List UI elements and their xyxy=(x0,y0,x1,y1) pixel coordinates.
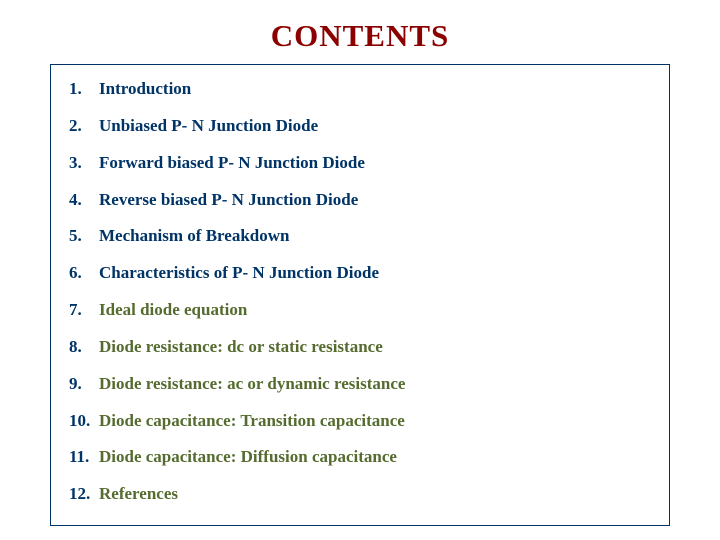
list-item: 10.Diode capacitance: Transition capacit… xyxy=(69,411,651,431)
item-text: Unbiased P- N Junction Diode xyxy=(99,116,318,136)
item-number: 1. xyxy=(69,79,99,99)
item-text: Diode capacitance: Transition capacitanc… xyxy=(99,411,405,431)
item-text: Reverse biased P- N Junction Diode xyxy=(99,190,358,210)
item-number: 12. xyxy=(69,484,99,504)
contents-box: 1.Introduction 2.Unbiased P- N Junction … xyxy=(50,64,670,526)
list-item: 6.Characteristics of P- N Junction Diode xyxy=(69,263,651,283)
item-number: 6. xyxy=(69,263,99,283)
item-text: References xyxy=(99,484,178,504)
item-number: 4. xyxy=(69,190,99,210)
item-number: 8. xyxy=(69,337,99,357)
item-number: 10. xyxy=(69,411,99,431)
item-text: Introduction xyxy=(99,79,191,99)
item-number: 7. xyxy=(69,300,99,320)
item-text: Forward biased P- N Junction Diode xyxy=(99,153,365,173)
list-item: 12.References xyxy=(69,484,651,504)
item-text: Characteristics of P- N Junction Diode xyxy=(99,263,379,283)
list-item: 5.Mechanism of Breakdown xyxy=(69,226,651,246)
item-text: Diode resistance: ac or dynamic resistan… xyxy=(99,374,405,394)
list-item: 7. Ideal diode equation xyxy=(69,300,651,320)
list-item: 11.Diode capacitance: Diffusion capacita… xyxy=(69,447,651,467)
list-item: 2.Unbiased P- N Junction Diode xyxy=(69,116,651,136)
slide: CONTENTS 1.Introduction 2.Unbiased P- N … xyxy=(0,0,720,540)
list-item: 9.Diode resistance: ac or dynamic resist… xyxy=(69,374,651,394)
list-item: 4.Reverse biased P- N Junction Diode xyxy=(69,190,651,210)
item-text: Diode resistance: dc or static resistanc… xyxy=(99,337,383,357)
item-number: 2. xyxy=(69,116,99,136)
page-title: CONTENTS xyxy=(50,18,670,54)
list-item: 8.Diode resistance: dc or static resista… xyxy=(69,337,651,357)
list-item: 1.Introduction xyxy=(69,79,651,99)
item-number: 5. xyxy=(69,226,99,246)
item-text: Mechanism of Breakdown xyxy=(99,226,289,246)
item-number: 11. xyxy=(69,447,99,467)
item-text: Diode capacitance: Diffusion capacitance xyxy=(99,447,397,467)
list-item: 3.Forward biased P- N Junction Diode xyxy=(69,153,651,173)
item-number: 9. xyxy=(69,374,99,394)
item-text: Ideal diode equation xyxy=(99,300,247,320)
item-number: 3. xyxy=(69,153,99,173)
